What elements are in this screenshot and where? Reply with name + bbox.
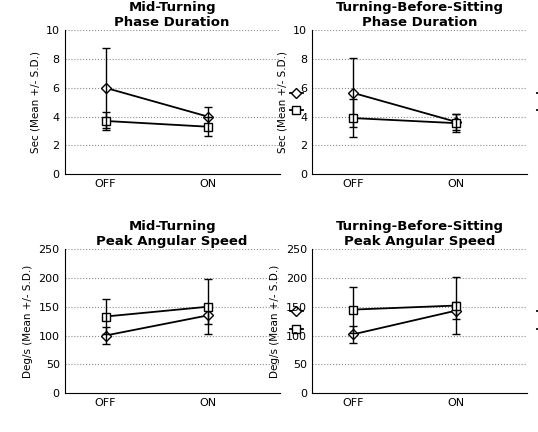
FOG- bbox=[102, 118, 109, 124]
FOG- bbox=[350, 307, 356, 312]
FOG- bbox=[205, 304, 211, 309]
Y-axis label: Sec (Mean +/- S.D.): Sec (Mean +/- S.D.) bbox=[278, 51, 288, 153]
FOG- bbox=[350, 115, 356, 121]
Legend: FOG+, FOG-: FOG+, FOG- bbox=[537, 88, 538, 116]
FOG+ bbox=[205, 313, 211, 318]
Line: FOG-: FOG- bbox=[101, 117, 212, 131]
Line: FOG+: FOG+ bbox=[349, 89, 459, 126]
Legend: FOG+, FOG-: FOG+, FOG- bbox=[289, 307, 345, 335]
FOG+ bbox=[452, 119, 459, 124]
Title: Mid-Turning
Phase Duration: Mid-Turning Phase Duration bbox=[115, 1, 230, 29]
Title: Mid-Turning
Peak Angular Speed: Mid-Turning Peak Angular Speed bbox=[96, 220, 248, 248]
FOG- bbox=[452, 121, 459, 126]
Line: FOG-: FOG- bbox=[349, 302, 459, 314]
Line: FOG+: FOG+ bbox=[102, 84, 212, 121]
FOG- bbox=[205, 124, 211, 129]
Legend: FOG+, FOG-: FOG+, FOG- bbox=[289, 88, 345, 116]
Line: FOG+: FOG+ bbox=[102, 311, 212, 340]
Y-axis label: Deg/s (Mean +/- S.D.): Deg/s (Mean +/- S.D.) bbox=[271, 264, 280, 378]
Title: Turning-Before-Sitting
Phase Duration: Turning-Before-Sitting Phase Duration bbox=[336, 1, 504, 29]
Line: FOG-: FOG- bbox=[101, 302, 212, 321]
FOG- bbox=[102, 314, 109, 319]
FOG+ bbox=[205, 114, 211, 119]
Y-axis label: Sec (Mean +/- S.D.): Sec (Mean +/- S.D.) bbox=[30, 51, 40, 153]
FOG+ bbox=[350, 90, 356, 95]
Title: Turning-Before-Sitting
Peak Angular Speed: Turning-Before-Sitting Peak Angular Spee… bbox=[336, 220, 504, 248]
FOG+ bbox=[452, 308, 459, 313]
Line: FOG+: FOG+ bbox=[349, 307, 459, 338]
Y-axis label: Deg/s (Mean +/- S.D.): Deg/s (Mean +/- S.D.) bbox=[23, 264, 33, 378]
FOG+ bbox=[350, 332, 356, 337]
FOG+ bbox=[102, 333, 109, 338]
Line: FOG-: FOG- bbox=[349, 114, 459, 127]
FOG- bbox=[452, 303, 459, 308]
Legend: FOG+, FOG-: FOG+, FOG- bbox=[537, 307, 538, 335]
FOG+ bbox=[102, 85, 109, 90]
